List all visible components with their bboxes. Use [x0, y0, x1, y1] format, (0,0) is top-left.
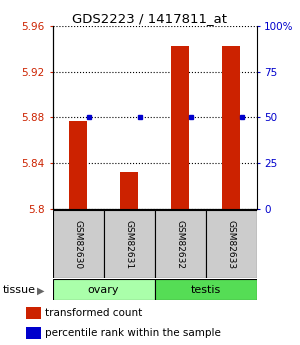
Bar: [103, 210, 154, 278]
Text: GDS2223 / 1417811_at: GDS2223 / 1417811_at: [73, 12, 227, 25]
Bar: [206, 210, 256, 278]
Text: GSM82633: GSM82633: [226, 219, 236, 269]
Bar: [154, 279, 256, 300]
Text: transformed count: transformed count: [45, 308, 142, 318]
Bar: [69, 121, 87, 209]
Text: tissue: tissue: [3, 286, 36, 295]
Bar: [120, 172, 138, 209]
Bar: [52, 279, 154, 300]
Bar: [26, 307, 41, 319]
Bar: [26, 327, 41, 338]
Bar: [52, 210, 104, 278]
Bar: [154, 210, 206, 278]
Text: ▶: ▶: [37, 286, 44, 295]
Text: testis: testis: [190, 285, 220, 295]
Bar: [171, 47, 189, 209]
Text: ovary: ovary: [88, 285, 119, 295]
Text: percentile rank within the sample: percentile rank within the sample: [45, 328, 221, 338]
Text: GSM82631: GSM82631: [124, 219, 134, 269]
Text: GSM82630: GSM82630: [74, 219, 82, 269]
Text: GSM82632: GSM82632: [176, 219, 184, 269]
Bar: [222, 47, 240, 209]
